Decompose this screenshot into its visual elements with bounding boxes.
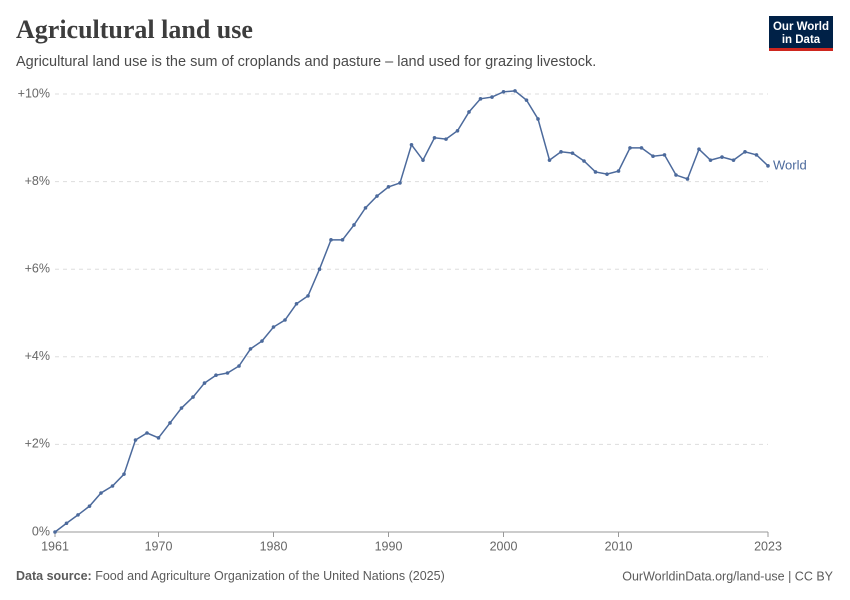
data-point	[490, 95, 494, 99]
source-label: Data source:	[16, 569, 92, 583]
y-tick-label: +6%	[25, 261, 50, 275]
data-point	[87, 504, 92, 508]
data-point	[582, 159, 586, 163]
data-point	[421, 158, 425, 162]
x-tick-label: 2000	[490, 539, 518, 553]
data-point	[662, 153, 667, 157]
data-point	[191, 395, 195, 399]
data-point	[743, 150, 747, 154]
data-point	[386, 185, 391, 189]
data-point	[513, 89, 517, 93]
data-point	[317, 267, 322, 272]
chart-title: Agricultural land use	[16, 15, 253, 44]
data-point	[352, 223, 356, 227]
series-line	[54, 90, 769, 533]
data-point	[110, 484, 115, 488]
data-point	[409, 143, 414, 147]
data-point	[674, 173, 678, 177]
data-point	[651, 154, 655, 158]
data-point	[248, 347, 253, 351]
data-point	[64, 521, 69, 526]
data-point	[306, 294, 310, 298]
data-point	[156, 436, 161, 440]
data-point	[616, 169, 621, 173]
data-point	[536, 117, 540, 121]
data-point	[467, 110, 471, 114]
logo-bar	[769, 48, 833, 51]
data-point	[260, 339, 264, 343]
x-tick-label: 2023	[754, 539, 782, 553]
data-point	[237, 364, 241, 368]
data-point	[593, 170, 598, 174]
data-point	[168, 421, 172, 425]
data-point	[271, 325, 276, 329]
data-point	[214, 373, 218, 377]
data-point	[685, 177, 690, 181]
x-tick-label: 1961	[41, 539, 69, 553]
data-point	[398, 181, 402, 185]
source: Data source: Food and Agriculture Organi…	[16, 569, 445, 583]
data-point	[720, 155, 724, 159]
data-point	[731, 158, 736, 162]
logo-text: Our World	[773, 21, 829, 33]
data-point	[628, 146, 632, 150]
data-point	[202, 381, 207, 385]
data-point	[547, 158, 552, 162]
data-point	[432, 136, 437, 140]
data-point	[99, 491, 103, 495]
data-point	[570, 151, 575, 155]
source-text: Food and Agriculture Organization of the…	[95, 569, 445, 583]
x-tick-label: 1980	[260, 539, 288, 553]
data-point	[444, 137, 448, 141]
series-label: World	[773, 157, 807, 172]
data-point	[329, 238, 333, 242]
y-tick-label: 0%	[32, 524, 50, 538]
data-point	[76, 513, 80, 517]
logo-text: in Data	[782, 34, 821, 46]
data-point	[478, 97, 483, 101]
data-point	[639, 146, 644, 150]
data-point	[294, 302, 299, 306]
footer-link[interactable]: OurWorldinData.org/land-use | CC BY	[622, 569, 833, 583]
data-point	[708, 158, 713, 162]
data-point	[133, 438, 138, 442]
logo[interactable]: Our World in Data	[769, 16, 833, 51]
data-point	[501, 90, 506, 94]
data-point	[145, 431, 149, 435]
data-point	[766, 164, 770, 168]
chart-subtitle: Agricultural land use is the sum of crop…	[16, 54, 596, 70]
x-tick-label: 1970	[145, 539, 173, 553]
data-point	[559, 150, 563, 154]
data-point	[455, 128, 460, 133]
data-point	[340, 238, 345, 242]
y-tick-label: +10%	[18, 86, 50, 100]
data-point	[375, 194, 379, 198]
data-point	[363, 206, 368, 210]
data-point	[225, 371, 230, 375]
logo-box	[769, 16, 833, 50]
y-tick-label: +8%	[25, 174, 50, 188]
data-point	[524, 98, 529, 102]
data-point	[283, 318, 287, 322]
x-tick-label: 2010	[605, 539, 633, 553]
data-point	[605, 172, 609, 176]
data-point	[53, 530, 57, 534]
data-point	[697, 147, 701, 151]
x-tick-label: 1990	[375, 539, 403, 553]
y-tick-label: +2%	[25, 437, 50, 451]
data-point	[122, 472, 126, 476]
data-point	[754, 153, 759, 157]
y-tick-label: +4%	[25, 349, 50, 363]
data-point	[179, 406, 184, 410]
